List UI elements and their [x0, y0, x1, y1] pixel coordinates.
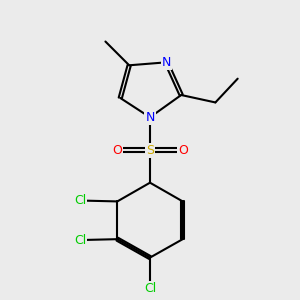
Text: N: N — [145, 111, 155, 124]
Text: O: O — [112, 143, 122, 157]
Text: Cl: Cl — [144, 282, 156, 295]
Text: Cl: Cl — [74, 234, 86, 247]
Text: O: O — [178, 143, 188, 157]
Text: N: N — [162, 56, 171, 69]
Text: S: S — [146, 143, 154, 157]
Text: Cl: Cl — [74, 194, 86, 207]
